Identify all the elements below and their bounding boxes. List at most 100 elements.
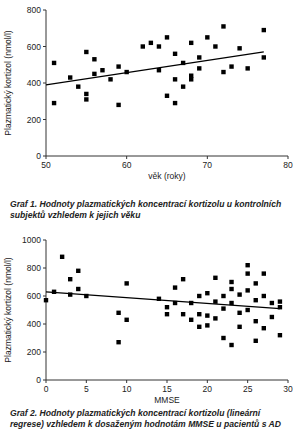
data-point (221, 306, 225, 310)
data-point (189, 318, 193, 322)
data-point (52, 101, 56, 105)
chart-canvas: 020040060080050607080věk (roky)Plazmatic… (0, 0, 300, 444)
data-point (181, 312, 185, 316)
x-tick (126, 380, 127, 383)
data-point (68, 277, 72, 281)
data-point (221, 24, 225, 28)
data-point (165, 305, 169, 309)
data-point (124, 318, 128, 322)
data-point (254, 339, 258, 343)
caption: Graf 1. Hodnoty plazmatických koncentrac… (10, 199, 292, 220)
y-tick-label: 1000 (22, 235, 41, 245)
x-tick (288, 156, 289, 159)
data-point (181, 277, 185, 281)
x-tick-label: 15 (162, 384, 172, 394)
x-tick-label: 70 (203, 160, 213, 170)
y-axis (46, 240, 47, 380)
data-point (205, 313, 209, 317)
data-point (76, 287, 80, 291)
data-point (116, 311, 120, 315)
x-tick-label: 5 (84, 384, 89, 394)
chart-0: 020040060080050607080věk (roky)Plazmatic… (3, 5, 293, 181)
x-tick-label: 10 (122, 384, 132, 394)
x-tick-label: 0 (44, 384, 49, 394)
data-point (173, 101, 177, 105)
data-point (205, 35, 209, 39)
data-point (262, 55, 266, 59)
x-tick-label: 20 (203, 384, 213, 394)
x-tick-label: 25 (243, 384, 253, 394)
data-point (68, 75, 72, 79)
y-tick (43, 324, 46, 325)
data-point (197, 312, 201, 316)
y-tick (43, 296, 46, 297)
y-tick (43, 240, 46, 241)
data-point (181, 84, 185, 88)
data-point (165, 312, 169, 316)
data-point (124, 281, 128, 285)
data-point (84, 50, 88, 54)
data-point (189, 74, 193, 78)
data-point (237, 292, 241, 296)
data-point (262, 28, 266, 32)
x-tick (167, 380, 168, 383)
regression-line (46, 292, 280, 309)
data-point (262, 326, 266, 330)
data-point (262, 271, 266, 275)
data-point (165, 35, 169, 39)
data-point (141, 44, 145, 48)
data-point (254, 319, 258, 323)
data-point (189, 41, 193, 45)
data-point (205, 323, 209, 327)
data-point (278, 333, 282, 337)
x-tick-label: 50 (41, 160, 51, 170)
data-point (84, 92, 88, 96)
data-point (76, 269, 80, 273)
data-point (149, 41, 153, 45)
data-point (229, 280, 233, 284)
data-point (76, 84, 80, 88)
data-point (262, 294, 266, 298)
x-tick (126, 156, 127, 159)
y-tick-label: 400 (27, 319, 41, 329)
data-point (278, 299, 282, 303)
data-point (189, 301, 193, 305)
data-point (245, 288, 249, 292)
data-point (60, 255, 64, 259)
y-tick (43, 268, 46, 269)
data-point (245, 66, 249, 70)
data-point (108, 77, 112, 81)
data-point (197, 325, 201, 329)
y-tick-label: 600 (27, 291, 41, 301)
data-point (237, 46, 241, 50)
chart-1: 02004006008001000051015202530MMSEPlazmat… (3, 235, 293, 405)
plot-data (46, 24, 266, 107)
data-point (173, 52, 177, 56)
y-axis-label: Plazmatický kortizol (nmol/l) (3, 30, 13, 135)
y-tick (43, 119, 46, 120)
data-point (100, 68, 104, 72)
y-tick-label: 200 (27, 347, 41, 357)
y-tick-label: 800 (27, 5, 41, 15)
x-tick-label: 80 (283, 160, 293, 170)
y-tick-label: 600 (27, 42, 41, 52)
data-point (229, 287, 233, 291)
data-point (92, 57, 96, 61)
data-point (213, 276, 217, 280)
data-point (213, 316, 217, 320)
x-tick (46, 156, 47, 159)
y-tick (43, 83, 46, 84)
data-point (116, 64, 120, 68)
data-point (221, 336, 225, 340)
x-tick (288, 380, 289, 383)
data-point (44, 298, 48, 302)
data-point (245, 263, 249, 267)
x-tick (247, 380, 248, 383)
data-point (116, 103, 120, 107)
x-axis (46, 156, 288, 157)
data-point (213, 299, 217, 303)
y-tick (43, 46, 46, 47)
data-point (213, 44, 217, 48)
data-point (237, 311, 241, 315)
x-axis-label: MMSE (154, 395, 180, 405)
